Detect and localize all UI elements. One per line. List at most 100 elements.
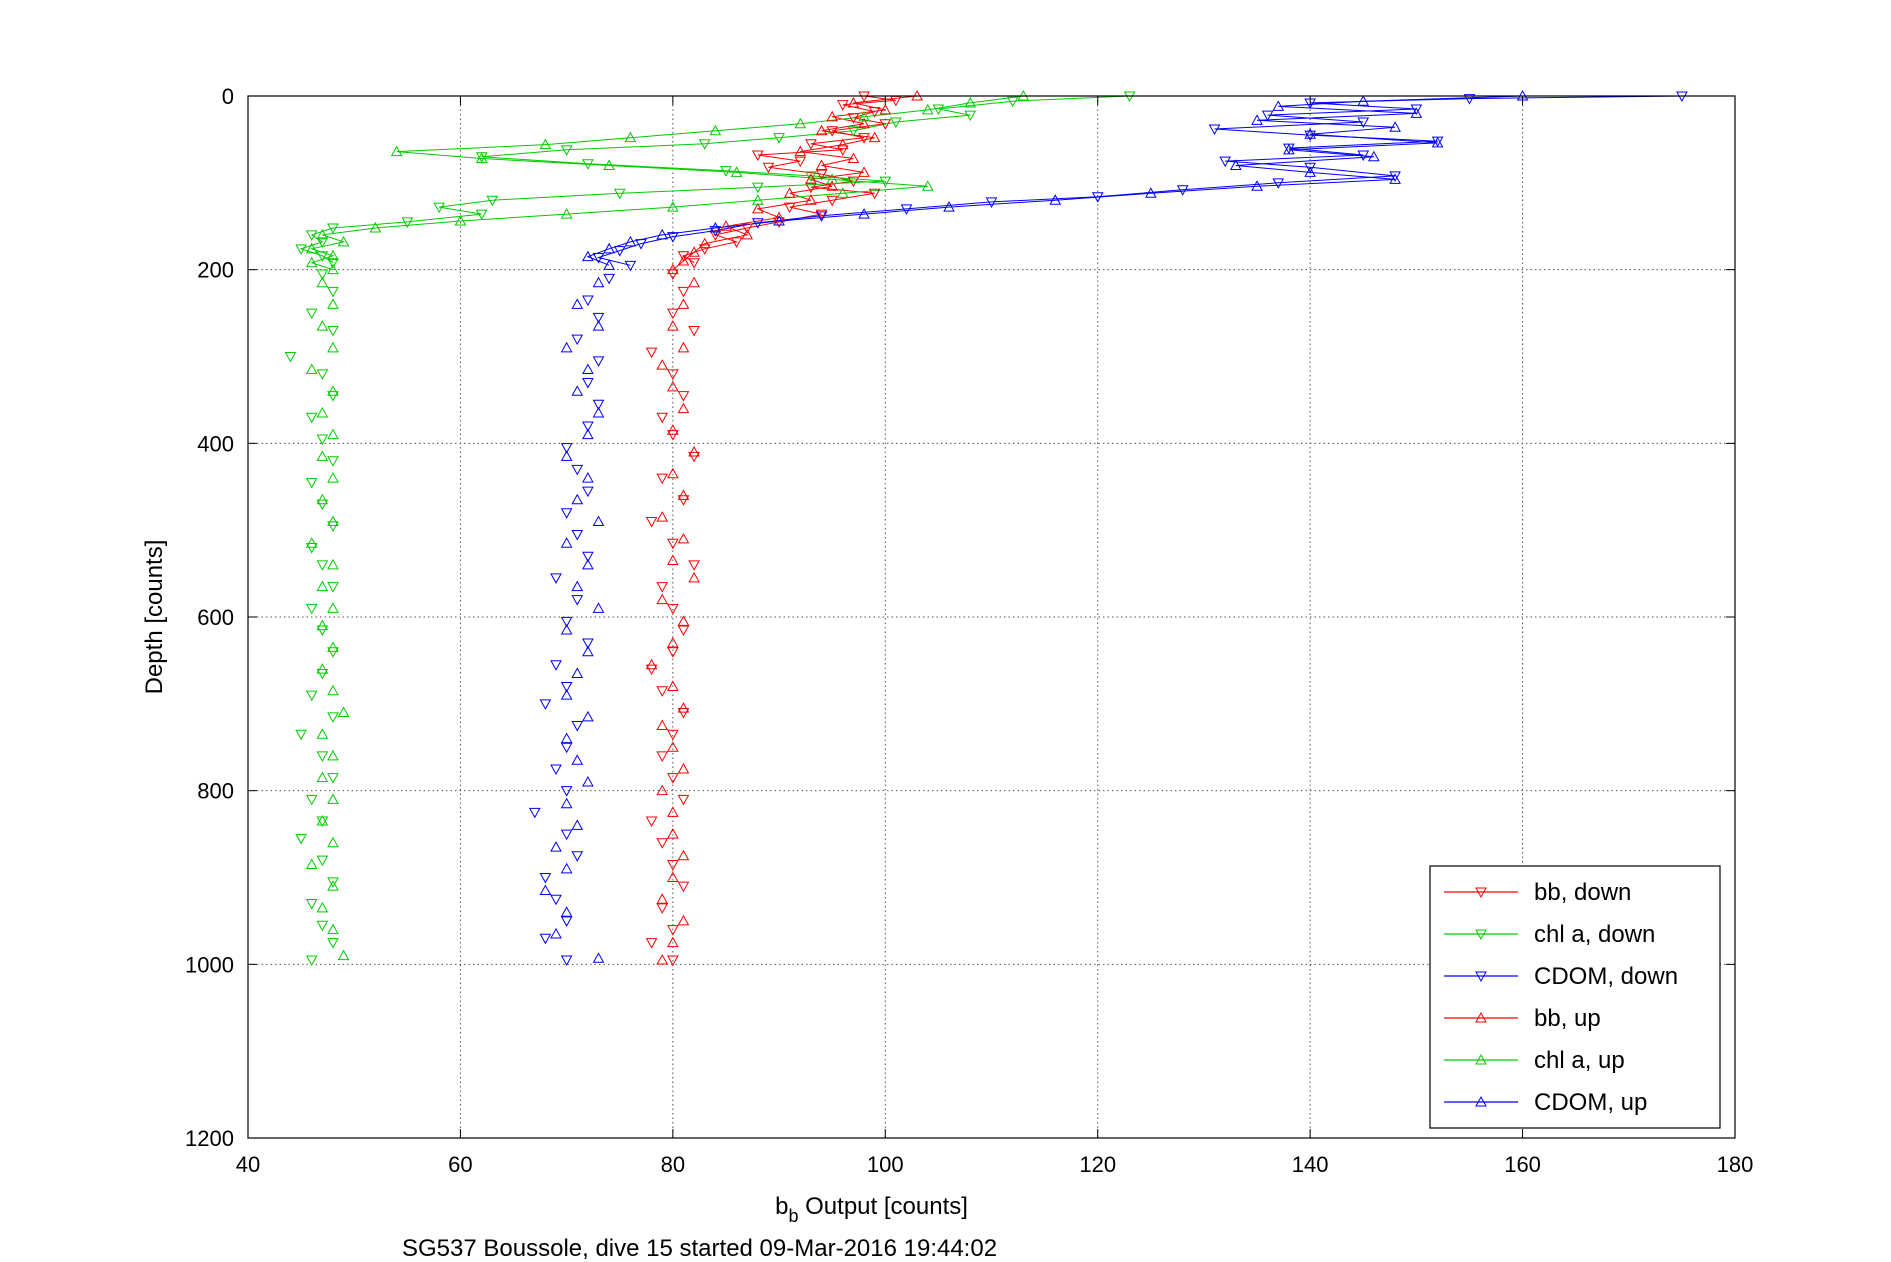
data-point-1-47 — [327, 712, 339, 723]
data-point-4-31 — [327, 385, 339, 396]
data-point-2-45 — [550, 660, 562, 671]
data-point-3-10 — [815, 159, 828, 170]
data-point-1-39 — [305, 543, 318, 554]
x-axis-label-main: b — [775, 1193, 788, 1220]
data-point-0-11 — [794, 156, 807, 168]
data-point-2-30 — [571, 334, 584, 346]
data-point-3-35 — [656, 511, 669, 522]
x-tick-label: 40 — [236, 1152, 260, 1177]
data-point-5-47 — [571, 754, 584, 765]
data-point-0-55 — [667, 859, 679, 871]
data-point-4-13 — [921, 180, 934, 191]
data-point-1-37 — [316, 499, 329, 511]
data-point-1-13 — [879, 176, 892, 188]
data-point-1-6 — [773, 133, 785, 144]
data-point-0-53 — [645, 816, 658, 828]
data-point-0-59 — [645, 938, 658, 949]
data-point-5-34 — [582, 472, 594, 483]
data-point-3-3 — [826, 110, 839, 122]
data-point-5-21 — [624, 235, 637, 247]
data-point-1-42 — [305, 603, 318, 615]
data-point-4-34 — [316, 450, 329, 461]
data-point-2-40 — [582, 551, 594, 563]
data-point-4-36 — [316, 493, 329, 505]
data-point-2-13 — [1389, 171, 1401, 182]
data-point-1-41 — [327, 582, 339, 593]
data-point-1-57 — [316, 920, 329, 932]
data-point-0-17 — [826, 195, 839, 207]
data-point-5-35 — [571, 493, 584, 505]
data-point-3-54 — [677, 914, 690, 926]
legend-swatch-marker — [1475, 971, 1487, 983]
data-point-2-4 — [1261, 110, 1274, 122]
data-point-2-5 — [1357, 117, 1370, 129]
data-point-0-12 — [762, 162, 775, 174]
data-point-2-49 — [560, 742, 573, 754]
data-point-3-53 — [656, 893, 669, 904]
data-point-2-50 — [550, 764, 562, 775]
data-point-2-20 — [751, 218, 764, 229]
y-tick-label: 200 — [197, 258, 234, 283]
data-point-1-11 — [720, 166, 732, 177]
data-point-3-37 — [667, 554, 679, 566]
data-point-0-18 — [783, 202, 796, 214]
data-point-3-44 — [677, 702, 690, 713]
data-point-4-8 — [390, 145, 403, 157]
data-point-5-46 — [560, 732, 573, 744]
legend-swatch-marker — [1475, 929, 1487, 941]
data-point-5-19 — [709, 221, 722, 233]
data-point-1-33 — [305, 412, 318, 424]
data-point-4-21 — [337, 235, 350, 247]
data-point-0-5 — [879, 119, 892, 130]
data-point-4-10 — [603, 159, 615, 170]
data-point-4-45 — [327, 684, 339, 696]
data-point-0-57 — [656, 903, 669, 914]
data-point-1-14 — [751, 182, 764, 194]
data-point-2-21 — [709, 226, 722, 237]
data-point-1-3 — [964, 110, 977, 122]
data-point-1-18 — [475, 209, 488, 221]
x-tick-label: 120 — [1079, 1152, 1116, 1177]
data-point-5-51 — [550, 841, 562, 852]
data-point-0-3 — [868, 107, 881, 118]
data-point-0-48 — [677, 708, 690, 719]
data-point-0-4 — [847, 113, 860, 124]
data-point-3-34 — [677, 489, 690, 500]
data-point-2-25 — [592, 253, 605, 264]
data-point-2-11 — [1219, 156, 1232, 168]
data-point-4-41 — [327, 602, 339, 613]
legend-entry-label: bb, down — [1534, 879, 1631, 906]
data-point-3-55 — [667, 936, 679, 948]
data-point-3-38 — [688, 571, 700, 583]
data-point-5-16 — [943, 201, 955, 212]
data-point-5-17 — [858, 208, 870, 219]
data-point-1-4 — [890, 117, 902, 129]
data-point-1-21 — [305, 230, 318, 241]
data-point-2-35 — [560, 443, 573, 454]
x-axis-label-subscript: b — [788, 1206, 798, 1226]
data-point-0-9 — [836, 145, 849, 156]
x-axis-label: bb Output [counts] — [775, 1193, 968, 1226]
data-point-4-46 — [337, 706, 350, 718]
data-point-1-44 — [327, 647, 339, 658]
data-point-5-6 — [1304, 128, 1316, 139]
data-point-4-52 — [327, 836, 339, 848]
data-point-2-22 — [667, 232, 679, 243]
data-point-4-44 — [316, 663, 329, 674]
data-point-4-37 — [327, 515, 339, 526]
data-point-4-30 — [305, 363, 318, 375]
legend-entry-label: CDOM, up — [1534, 1089, 1647, 1116]
data-point-2-38 — [560, 508, 573, 519]
data-point-5-55 — [550, 927, 562, 939]
data-point-0-29 — [667, 308, 679, 320]
data-point-4-27 — [327, 298, 339, 309]
data-point-0-56 — [677, 881, 690, 893]
data-point-0-20 — [773, 217, 785, 228]
data-point-1-17 — [433, 202, 446, 214]
data-point-2-46 — [560, 681, 573, 693]
chart-caption: SG537 Boussole, dive 15 started 09-Mar-2… — [402, 1235, 997, 1262]
data-point-1-53 — [295, 833, 307, 845]
data-point-3-33 — [667, 467, 679, 479]
data-point-0-27 — [667, 269, 679, 281]
